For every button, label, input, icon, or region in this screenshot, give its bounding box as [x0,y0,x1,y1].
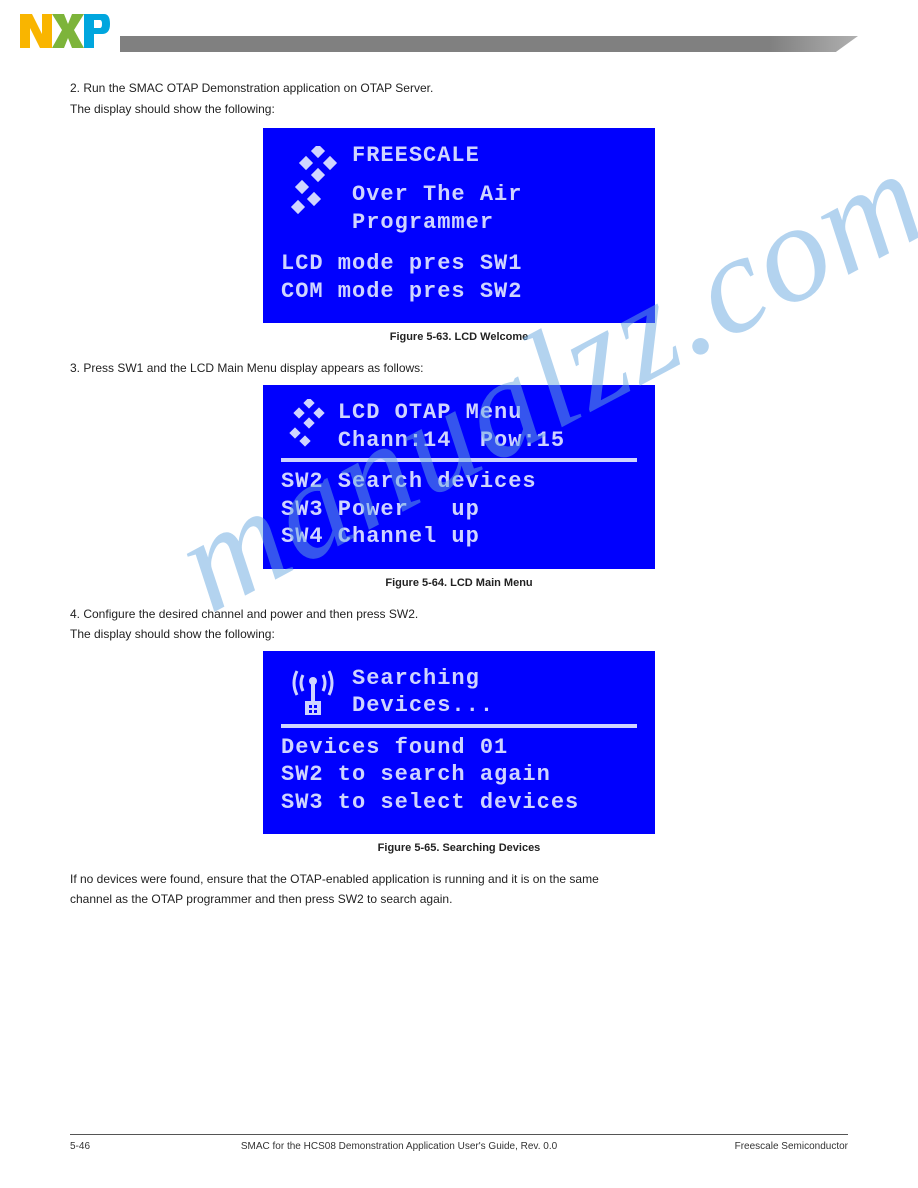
caption-3: Figure 5-65. Searching Devices [70,842,848,854]
page-content: 2. Run the SMAC OTAP Demonstration appli… [70,80,848,912]
instruction-2a: 4. Configure the desired channel and pow… [70,607,848,621]
lcd-screen-3: Searching Devices... Devices found 01 SW… [263,651,655,835]
lcd-screen-2: LCD OTAP Menu Chann:14 Pow:15 SW2 Search… [263,385,655,569]
footer-title: SMAC for the HCS08 Demonstration Applica… [130,1141,668,1152]
instruction-1: 3. Press SW1 and the LCD Main Menu displ… [70,361,848,375]
lcd2-line3: SW4 Channel up [281,523,637,551]
lcd3-line3: SW3 to select devices [281,789,637,817]
lcd2-divider [281,458,637,462]
lcd-screen-1: FREESCALE Over The Air Programmer LCD mo… [263,128,655,324]
lcd2-line2: SW3 Power up [281,496,637,524]
lcd1-line3: LCD mode pres SW1 [281,250,637,278]
lcd2-title: LCD OTAP Menu [281,399,637,427]
lcd1-line4: COM mode pres SW2 [281,278,637,306]
page-footer: 5-46 SMAC for the HCS08 Demonstration Ap… [70,1134,848,1152]
lcd3-line1: Devices found 01 [281,734,637,762]
intro-line1: 2. Run the SMAC OTAP Demonstration appli… [70,80,848,97]
lcd2-sub: Chann:14 Pow:15 [281,427,637,455]
caption-1: Figure 5-63. LCD Welcome [70,331,848,343]
lcd2-line1: SW2 Search devices [281,468,637,496]
footer-page-number: 5-46 [70,1141,130,1152]
lcd3-divider [281,724,637,728]
instruction-3b: channel as the OTAP programmer and then … [70,892,848,906]
footer-company: Freescale Semiconductor [668,1141,848,1152]
instruction-2b: The display should show the following: [70,627,848,641]
lcd3-line2: SW2 to search again [281,761,637,789]
intro-line2: The display should show the following: [70,101,848,118]
caption-2: Figure 5-64. LCD Main Menu [70,577,848,589]
freescale-logo-icon [285,146,341,222]
instruction-3a: If no devices were found, ensure that th… [70,872,848,886]
nxp-logo [18,8,110,52]
freescale-small-icon [285,399,329,451]
antenna-icon [285,663,341,719]
header-bar [120,36,858,52]
